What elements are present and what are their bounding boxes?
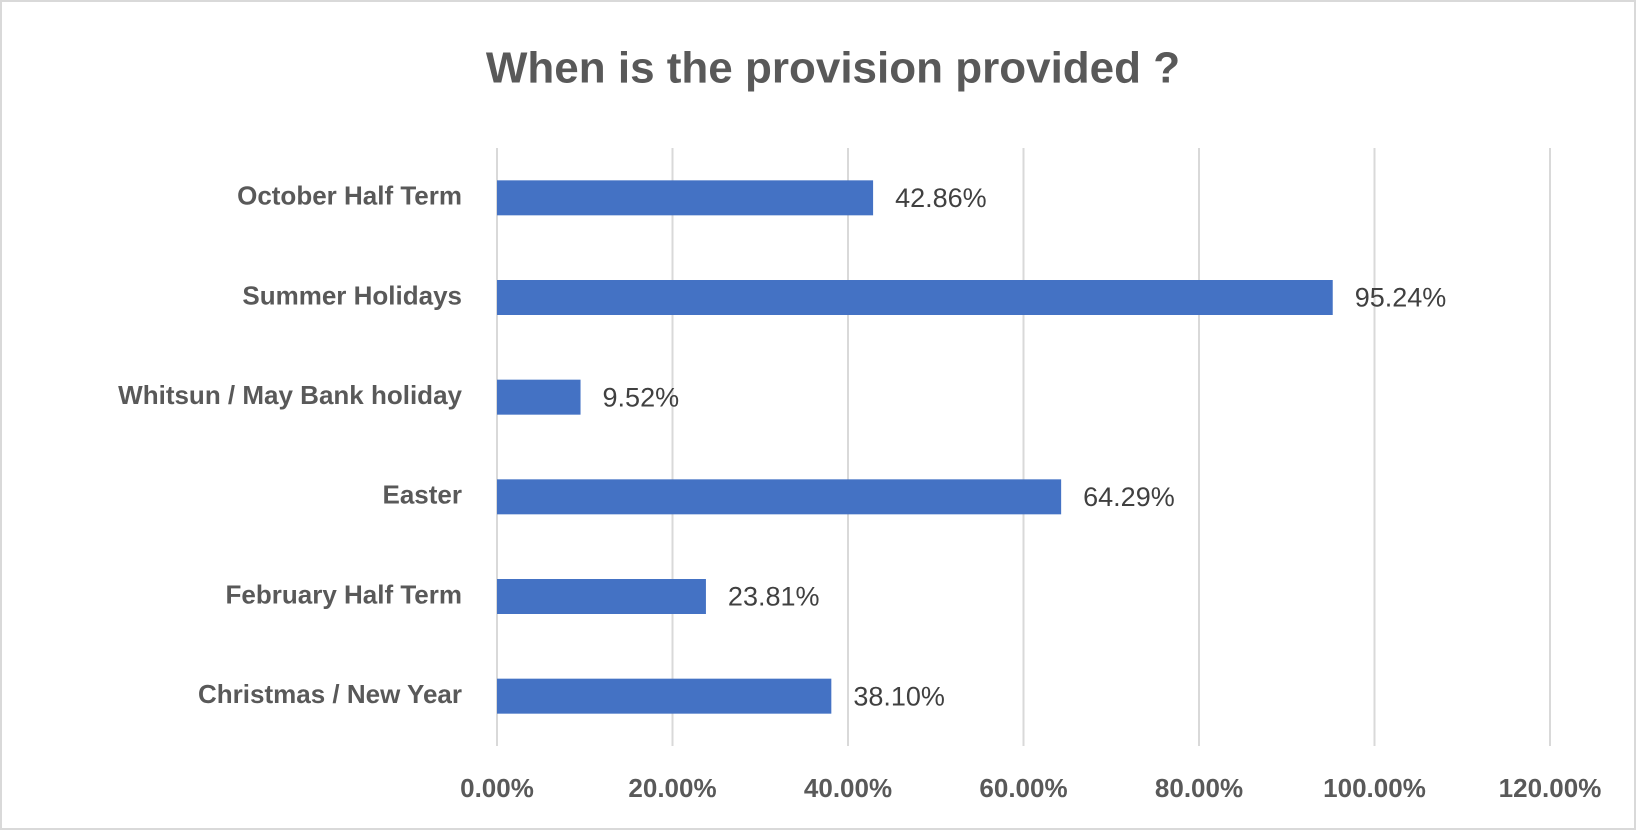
data-label: 95.24%	[1355, 283, 1447, 313]
y-tick-label: Easter	[383, 480, 463, 510]
x-tick-label: 0.00%	[460, 773, 534, 803]
bar	[497, 180, 874, 216]
data-label: 64.29%	[1083, 482, 1175, 512]
y-tick-label: February Half Term	[226, 579, 462, 609]
bar	[497, 579, 706, 614]
bar	[497, 479, 1062, 515]
y-tick-label: Summer Holidays	[242, 280, 462, 310]
chart-title: When is the provision provided ?	[486, 44, 1180, 93]
y-tick-label: Christmas / New Year	[198, 679, 462, 709]
y-tick-label: October Half Term	[237, 181, 462, 211]
y-tick-label: Whitsun / May Bank holiday	[118, 380, 462, 410]
data-label: 42.86%	[895, 183, 987, 213]
x-tick-label: 60.00%	[979, 773, 1067, 803]
bar	[497, 678, 832, 714]
bar	[497, 280, 1333, 315]
x-tick-label: 20.00%	[628, 773, 716, 803]
data-label: 9.52%	[603, 382, 680, 412]
x-tick-label: 80.00%	[1155, 773, 1243, 803]
bar	[497, 379, 581, 415]
x-tick-label: 40.00%	[804, 773, 892, 803]
x-tick-label: 120.00%	[1499, 773, 1602, 803]
data-label: 23.81%	[728, 582, 820, 612]
x-tick-label: 100.00%	[1323, 773, 1426, 803]
data-label: 38.10%	[853, 681, 945, 711]
